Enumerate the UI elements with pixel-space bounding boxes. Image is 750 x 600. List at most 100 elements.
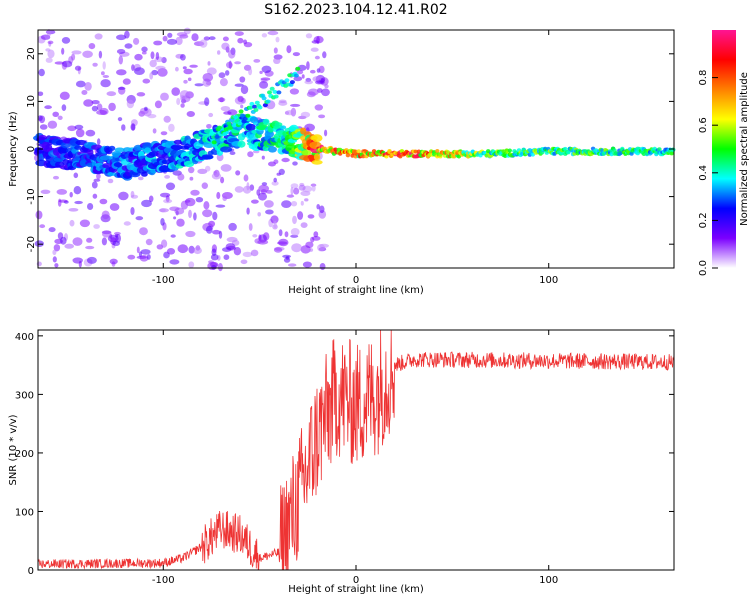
spectrogram-cell [147,114,157,119]
spectrogram-cell [61,47,65,55]
spectrogram-cell [176,97,181,106]
spectrogram-cell [566,150,571,155]
spectrogram-cell [74,124,84,130]
spectrogram-cell [657,147,662,152]
spectrogram-cell [75,139,87,146]
spectrogram-ytick-label: -10 [26,188,37,204]
spectrogram-cell [288,263,297,267]
spectrogram-cell [116,49,126,54]
snr-ytick-label: 100 [15,507,34,518]
spectrogram-cell [179,90,190,99]
spectrogram-cell [301,150,312,156]
spectrogram-cell [324,129,328,137]
spectrogram-cell [292,52,300,57]
spectrogram-cell [222,195,227,202]
spectrogram-cell [206,225,213,234]
spectrogram-cell [116,69,127,76]
spectrogram-cell [273,57,281,64]
spectrogram-cell [273,47,278,54]
colorbar-tick-label: 0.4 [698,165,709,181]
spectrogram-cell [211,140,217,145]
spectrogram-cell [313,153,321,162]
colorbar-tick-label: 0.0 [698,260,709,276]
spectrogram-xtick-label: 100 [539,275,558,286]
spectrogram-cell [126,99,135,109]
spectrogram-cell [99,198,108,205]
spectrogram-cell [217,97,226,103]
spectrogram-cell [262,103,268,108]
spectrogram-cell [101,210,110,220]
spectrogram-cell [284,78,290,83]
spectrogram-cell [272,89,278,94]
spectrogram-cell [184,199,191,203]
spectrogram-cell [139,254,149,262]
spectrogram-cell [242,116,248,121]
spectrogram-cell [118,191,129,201]
spectrogram-cell [219,78,228,87]
spectrogram-cell [290,228,300,236]
spectrogram-cell [254,100,260,105]
spectrogram-cell [163,115,171,123]
spectrogram-cell [258,184,270,193]
spectrogram-cell [261,65,272,74]
spectrogram-cell [304,198,309,202]
spectrogram-cell [87,203,94,210]
spectrogram-cell [202,209,213,218]
spectrogram-ylabel: Frequency (Hz) [8,111,19,187]
spectrogram-cell [248,105,254,110]
spectrogram-cell [109,258,118,265]
colorbar-bar [712,30,736,268]
spectrogram-cell [276,172,281,176]
spectrogram-cell [91,105,98,112]
spectrogram-cell [170,144,183,151]
spectrogram-cell [153,40,163,46]
spectrogram-cell [166,248,176,255]
spectrogram-cell [58,199,68,203]
spectrogram-cell [286,194,295,198]
spectrogram-cell [275,36,280,43]
spectrogram-cell [142,78,151,84]
spectrogram-cell [39,224,46,229]
spectrogram-cell [195,197,204,203]
spectrogram-cell [304,80,314,85]
spectrogram-cell [183,160,195,168]
spectrogram-cell [45,57,53,63]
spectrogram-cell [180,200,188,210]
spectrogram-cell [197,168,208,174]
spectrogram-cell [273,159,279,164]
spectrogram-cell [307,214,315,219]
spectrogram-cell [157,68,168,77]
spectrogram-cell [188,209,192,219]
spectrogram-cell [75,128,85,138]
spectrogram-cell [257,212,262,217]
spectrogram-cell [245,123,256,131]
spectrogram-cell [250,249,259,257]
spectrogram-cell [40,189,51,194]
spectrogram-cell [149,72,154,80]
spectrogram-cell [239,76,246,83]
spectrogram-cell [285,110,294,116]
spectrogram-cell [206,67,217,75]
spectrogram-cell [168,123,175,132]
spectrogram-cell [74,65,82,71]
spectrogram-cell [246,182,250,191]
spectrogram-cell [221,42,230,50]
spectrogram-cell [141,51,147,55]
spectrogram-cell [208,36,216,41]
spectrogram-cell [186,111,195,117]
spectrogram-cell [116,34,127,41]
spectrogram-cell [240,113,245,118]
spectrogram-cell [74,200,83,205]
spectrogram-cell [273,221,277,229]
spectrogram-cell [92,62,98,67]
spectrogram-cell [86,256,97,264]
spectrogram-cell [114,147,125,153]
spectrogram-cell [261,96,267,101]
spectrogram-cell [96,103,103,111]
spectrogram-cell [308,248,314,252]
snr-panel: -100 0 100 0 100 200 300 400 Height of straight… [8,329,675,595]
spectrogram-cell [205,81,212,86]
spectrogram-cell [356,149,361,154]
spectrogram-cell [148,195,154,203]
spectrogram-cell [203,36,210,41]
